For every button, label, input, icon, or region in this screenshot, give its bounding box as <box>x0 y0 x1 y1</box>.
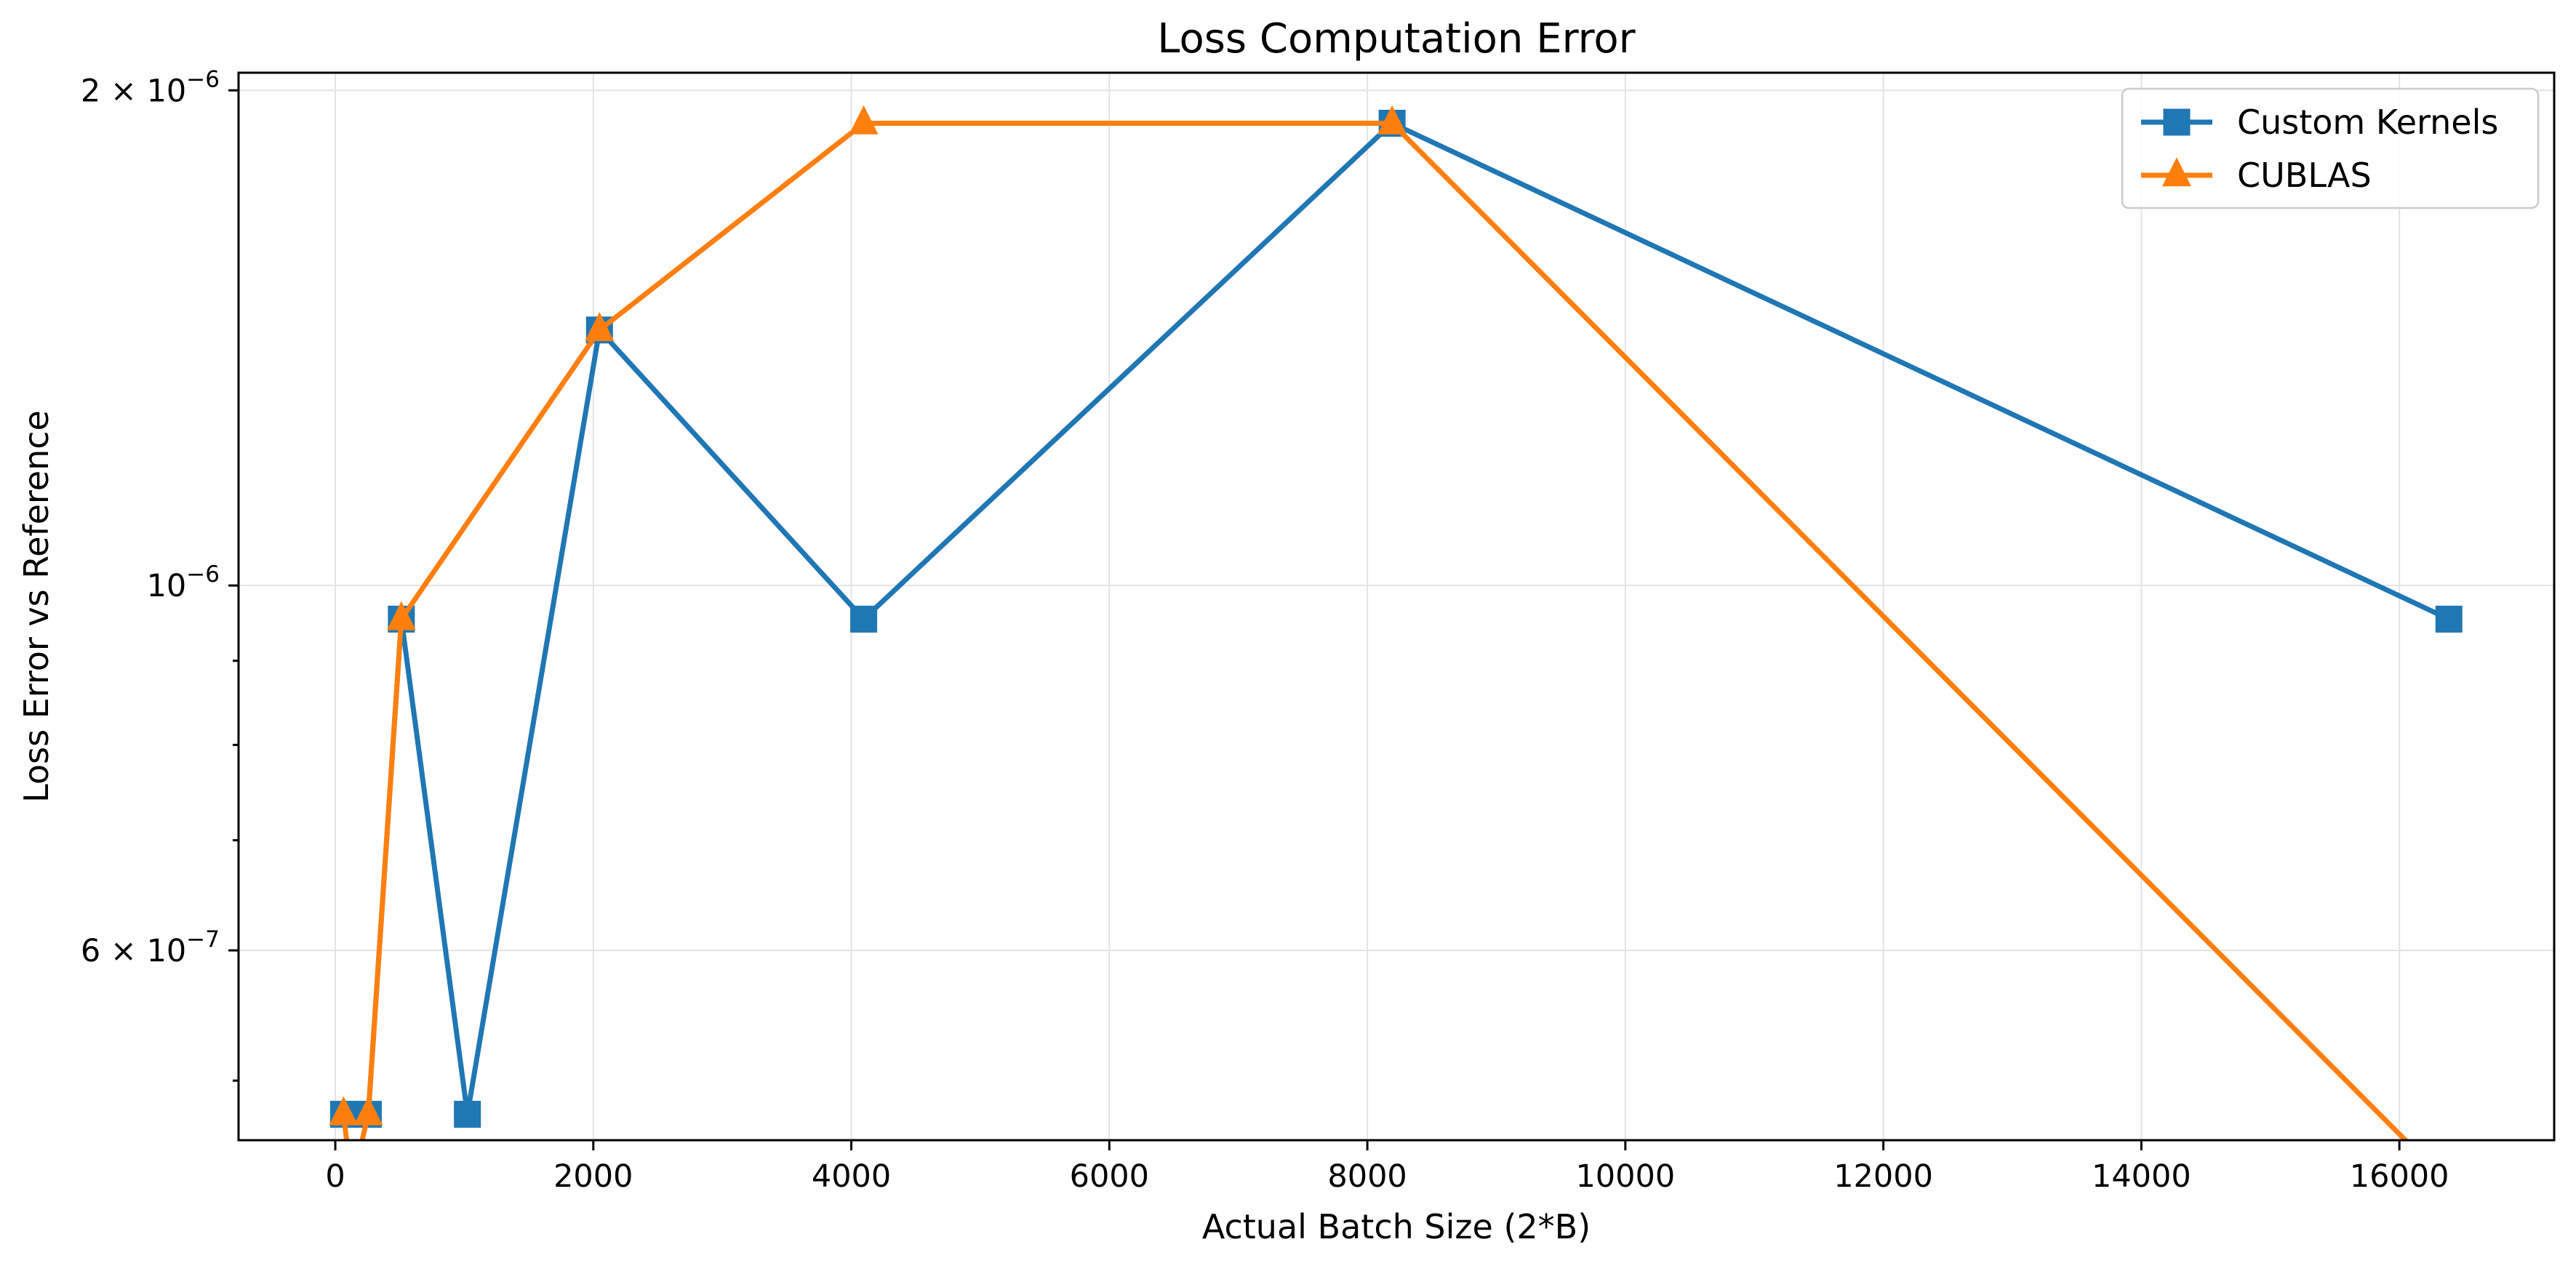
triangle-marker <box>849 105 879 135</box>
square-marker <box>454 1100 481 1128</box>
square-marker <box>2435 605 2463 633</box>
series-cublas <box>329 105 2409 1140</box>
x-tick-label: 2000 <box>553 1158 633 1195</box>
legend-item: Custom Kernels <box>2141 103 2498 142</box>
series-layer <box>329 105 2463 1140</box>
triangle-marker <box>585 312 615 342</box>
x-tick-label: 14000 <box>2092 1158 2191 1195</box>
x-tick-label: 6000 <box>1070 1158 1149 1195</box>
grid <box>239 73 2554 1140</box>
legend-label: CUBLAS <box>2237 156 2372 195</box>
x-tick-label: 12000 <box>1833 1158 1933 1195</box>
triangle-marker <box>2162 157 2191 187</box>
triangle-marker <box>1377 105 1407 135</box>
square-marker <box>850 605 878 633</box>
series-line <box>343 121 2450 1117</box>
plot-frame <box>237 71 2556 1142</box>
y-axis-label: Loss Error vs Reference <box>17 410 56 803</box>
x-tick-label: 0 <box>325 1158 345 1195</box>
x-tick-label: 16000 <box>2350 1158 2449 1195</box>
y-tick-label: 2 × 10−6 <box>81 66 220 109</box>
legend-label: Custom Kernels <box>2237 103 2498 142</box>
triangle-marker <box>329 1096 359 1126</box>
x-axis-ticks: 0 2000 4000 6000 8000 10000 12000 14000 16000 <box>325 1140 2449 1195</box>
legend: Custom Kernels CUBLAS <box>2121 87 2540 209</box>
x-tick-label: 8000 <box>1327 1158 1407 1195</box>
series-line <box>340 121 2409 1140</box>
y-axis-ticks: 2 × 10−6 10−6 6 × 10−7 <box>81 66 239 1082</box>
x-axis-label: Actual Batch Size (2*B) <box>1202 1207 1591 1246</box>
x-tick-label: 4000 <box>812 1158 891 1195</box>
x-tick-label: 10000 <box>1575 1158 1675 1195</box>
legend-box <box>2121 87 2540 209</box>
y-tick-label: 10−6 <box>147 561 220 604</box>
triangle-marker <box>353 1096 383 1126</box>
square-marker <box>2163 108 2191 136</box>
legend-item: CUBLAS <box>2141 156 2372 195</box>
y-tick-label: 6 × 10−7 <box>81 926 220 969</box>
chart-title: Loss Computation Error <box>1157 15 1636 63</box>
series-custom-kernels <box>329 109 2463 1128</box>
triangle-marker <box>386 601 416 630</box>
